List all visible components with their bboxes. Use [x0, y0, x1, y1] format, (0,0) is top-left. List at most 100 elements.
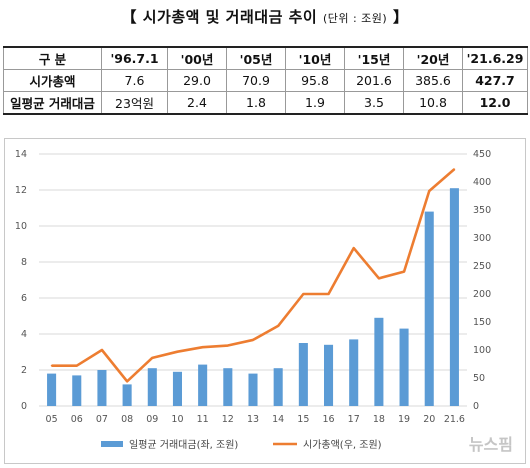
x-tick-label: 20 — [423, 414, 435, 425]
bar — [323, 344, 334, 406]
y-left-tick-label: 10 — [15, 221, 27, 232]
table-header-cell: '96.7.1 — [101, 46, 168, 70]
line-point — [227, 344, 229, 347]
bar — [374, 317, 384, 406]
legend-entry: 일평균 거래대금(좌, 조원) — [129, 439, 238, 451]
y-right-tick-label: 100 — [473, 345, 491, 356]
table-cell: 2.4 — [167, 91, 227, 115]
x-tick-label: 13 — [247, 414, 259, 425]
x-tick-label: 10 — [171, 414, 183, 425]
table-cell: 201.6 — [344, 69, 404, 92]
x-tick-label: 09 — [146, 414, 158, 425]
y-right-tick-label: 450 — [473, 149, 491, 160]
y-left-tick-label: 4 — [21, 329, 27, 340]
y-left-tick-label: 8 — [21, 257, 27, 268]
y-right-tick-label: 0 — [473, 401, 479, 412]
table-row: 시가총액 7.6 29.0 70.9 95.8 201.6 385.6 427.… — [3, 69, 528, 92]
line-point — [101, 349, 103, 351]
line-point — [352, 247, 355, 249]
chart-panel: 0 2 4 6 8 10 12 14 0 50 100 150 200 250 300 350 400 450 05… — [4, 138, 526, 464]
x-tick-label: 16 — [322, 414, 334, 425]
line-point — [428, 190, 431, 192]
bar — [298, 343, 308, 406]
line-point — [151, 357, 154, 359]
x-tick-label: 21.6 — [444, 414, 465, 425]
x-tick-label: 11 — [197, 414, 209, 425]
line-point — [201, 346, 204, 348]
table-header-row: 구 분 '96.7.1 '00년 '05년 '10년 '15년 '20년 '21… — [3, 46, 528, 70]
watermark: 뉴스핌 — [468, 435, 513, 454]
table-cell: 23억원 — [101, 91, 168, 115]
y-left-tick-label: 0 — [21, 401, 27, 412]
line-point — [327, 293, 330, 295]
y-left-tick-label: 12 — [15, 185, 27, 196]
summary-table: 구 분 '96.7.1 '00년 '05년 '10년 '15년 '20년 '21… — [3, 46, 528, 115]
table-cell: 29.0 — [167, 69, 227, 92]
y-right-tick-label: 200 — [473, 289, 491, 300]
line-point — [378, 277, 380, 280]
line-point — [50, 364, 53, 367]
table-cell: 1.9 — [285, 91, 345, 115]
line-point — [126, 380, 128, 383]
x-tick-label: 19 — [398, 414, 410, 425]
table-cell: 7.6 — [101, 69, 168, 92]
bar — [198, 364, 208, 406]
table-header-cell: '00년 — [167, 46, 227, 70]
x-tick-label: 14 — [272, 414, 284, 425]
y-left-tick-label: 2 — [21, 365, 27, 376]
x-tick-label: 08 — [121, 414, 133, 425]
table-row-label: 시가총액 — [3, 69, 102, 92]
bar — [122, 384, 132, 406]
table-header-cell: '10년 — [285, 46, 345, 70]
table-cell: 95.8 — [285, 69, 345, 92]
table-header-cell: '15년 — [344, 46, 404, 70]
table-cell: 12.0 — [462, 91, 528, 115]
y-right-tick-label: 300 — [473, 233, 491, 244]
x-tick-label: 06 — [71, 414, 83, 425]
x-tick-label: 15 — [297, 414, 309, 425]
x-tick-label: 05 — [46, 414, 58, 425]
title-text: 【 시가총액 및 거래대금 추이 — [121, 8, 318, 26]
bar — [223, 368, 233, 406]
line-point — [453, 168, 456, 170]
bar — [72, 375, 82, 406]
y-left-tick-label: 6 — [21, 293, 27, 304]
bar — [172, 371, 183, 406]
series-line — [51, 168, 456, 383]
table-header-cell: '21.6.29 — [462, 46, 528, 70]
y-right-tick-label: 50 — [473, 373, 485, 384]
title-unit: (단위 : 조원) — [322, 12, 388, 25]
table-row: 일평균 거래대금 23억원 2.4 1.8 1.9 3.5 10.8 12.0 — [3, 91, 528, 115]
bar — [349, 339, 359, 406]
bar — [424, 211, 434, 406]
page-title: 【 시가총액 및 거래대금 추이 (단위 : 조원) 】 — [0, 6, 530, 27]
x-tick-label: 18 — [373, 414, 385, 425]
table-header-cell: '05년 — [226, 46, 286, 70]
bar — [97, 370, 107, 406]
x-tick-label: 12 — [222, 414, 234, 425]
table-row-label: 일평균 거래대금 — [3, 91, 102, 115]
table-header-cell: 구 분 — [3, 46, 102, 70]
table-cell: 385.6 — [403, 69, 463, 92]
combo-chart: 0 2 4 6 8 10 12 14 0 50 100 150 200 250 300 350 400 450 05… — [15, 149, 491, 451]
line-point — [176, 350, 179, 353]
table-cell: 427.7 — [462, 69, 528, 92]
table-header-cell: '20년 — [403, 46, 463, 70]
x-tick-label: 17 — [348, 414, 360, 425]
line-point — [75, 364, 78, 367]
bar — [147, 368, 157, 406]
table-cell: 10.8 — [403, 91, 463, 115]
y-right-tick-label: 150 — [473, 317, 491, 328]
y-left-tick-label: 14 — [15, 149, 27, 160]
line-point — [403, 270, 405, 273]
bar — [273, 368, 283, 406]
title-end: 】 — [392, 8, 409, 26]
table-cell: 3.5 — [344, 91, 404, 115]
bar — [449, 188, 459, 406]
bar — [248, 373, 258, 406]
line-point — [277, 325, 279, 327]
x-tick-label: 07 — [96, 414, 108, 425]
line-point — [252, 339, 254, 341]
y-right-tick-label: 400 — [473, 177, 491, 188]
table-cell: 1.8 — [226, 91, 286, 115]
